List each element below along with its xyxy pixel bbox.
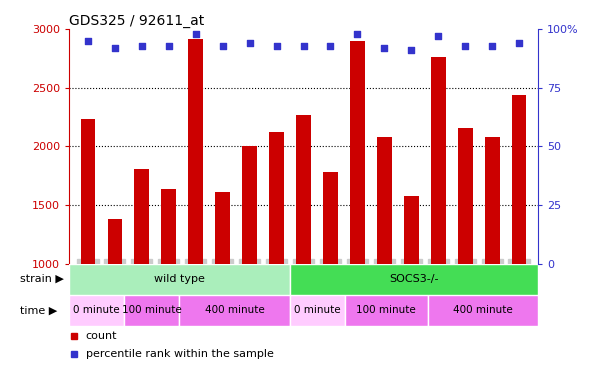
- Point: [137, 43, 147, 49]
- Text: strain ▶: strain ▶: [20, 274, 64, 284]
- Bar: [215, 192, 230, 264]
- Point: [406, 48, 416, 53]
- Point: [487, 43, 497, 49]
- Bar: [188, 39, 203, 264]
- Bar: [242, 146, 257, 264]
- Text: SOCS3-/-: SOCS3-/-: [389, 274, 439, 284]
- Text: time ▶: time ▶: [20, 305, 57, 315]
- Bar: [296, 115, 311, 264]
- Point: [433, 33, 443, 39]
- Point: [191, 31, 201, 37]
- Bar: [377, 137, 392, 264]
- Text: 400 minute: 400 minute: [453, 305, 513, 315]
- Bar: [404, 195, 419, 264]
- Point: [164, 43, 174, 49]
- Text: count: count: [85, 331, 117, 341]
- Point: [245, 40, 254, 46]
- Point: [379, 45, 389, 51]
- Bar: [162, 188, 176, 264]
- Text: GDS325 / 92611_at: GDS325 / 92611_at: [69, 14, 204, 28]
- Bar: [81, 119, 96, 264]
- Text: 100 minute: 100 minute: [122, 305, 182, 315]
- Text: percentile rank within the sample: percentile rank within the sample: [85, 349, 273, 359]
- Bar: [350, 41, 365, 264]
- Point: [514, 40, 524, 46]
- Bar: [108, 219, 123, 264]
- Point: [218, 43, 228, 49]
- Point: [353, 31, 362, 37]
- Point: [83, 38, 93, 44]
- Bar: [290, 264, 538, 295]
- Bar: [180, 295, 290, 326]
- Bar: [484, 137, 499, 264]
- Text: 0 minute: 0 minute: [73, 305, 120, 315]
- Bar: [124, 295, 180, 326]
- Bar: [323, 172, 338, 264]
- Point: [272, 43, 281, 49]
- Bar: [427, 295, 538, 326]
- Bar: [511, 95, 526, 264]
- Bar: [431, 57, 445, 264]
- Bar: [269, 132, 284, 264]
- Bar: [135, 169, 149, 264]
- Bar: [69, 295, 124, 326]
- Text: 400 minute: 400 minute: [205, 305, 264, 315]
- Text: 100 minute: 100 minute: [356, 305, 416, 315]
- Point: [460, 43, 470, 49]
- Point: [110, 45, 120, 51]
- Bar: [69, 264, 290, 295]
- Point: [326, 43, 335, 49]
- Bar: [458, 128, 472, 264]
- Text: wild type: wild type: [154, 274, 205, 284]
- Bar: [345, 295, 427, 326]
- Point: [299, 43, 308, 49]
- Bar: [290, 295, 345, 326]
- Text: 0 minute: 0 minute: [294, 305, 341, 315]
